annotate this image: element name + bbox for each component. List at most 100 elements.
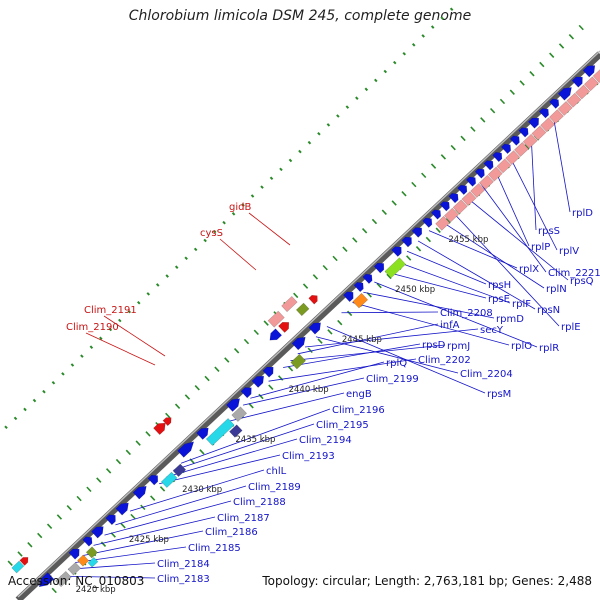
gene-red	[162, 417, 172, 427]
gene-pink	[435, 215, 451, 231]
track-tick	[386, 273, 392, 280]
ring-dot	[355, 96, 359, 100]
track-tick	[480, 117, 486, 123]
gene-label: Clim_2221	[548, 268, 600, 279]
gene-pink	[461, 191, 477, 207]
track-tick	[391, 200, 397, 206]
leader-line	[385, 271, 487, 299]
track-tick	[401, 191, 407, 197]
gene-label: rplF	[512, 299, 531, 310]
ring-dot	[307, 140, 312, 145]
leader-line	[173, 423, 315, 471]
gene-pink	[557, 100, 573, 116]
ring-dot	[13, 416, 18, 421]
gene-label: rplO	[511, 341, 532, 352]
gene-blue	[465, 176, 476, 187]
gene-blue	[391, 246, 402, 257]
track-tick	[135, 440, 141, 446]
gene-pink	[584, 76, 599, 92]
track-tick	[199, 449, 205, 455]
leader-line	[166, 438, 298, 478]
gene-pink	[443, 207, 459, 223]
track-tick	[37, 532, 43, 539]
kbp-label: 2430 kbp	[182, 485, 222, 495]
ring-dot	[298, 149, 302, 154]
gene-blue	[353, 281, 364, 293]
gene-red	[19, 557, 29, 566]
track-tick	[489, 107, 496, 114]
ring-dot	[61, 372, 65, 376]
gene-label: rpsS	[538, 226, 560, 237]
track-tick	[27, 542, 33, 548]
gene-cyan	[11, 560, 25, 574]
ring-dot	[222, 220, 226, 225]
gene-blue	[430, 209, 441, 220]
gene-red	[278, 321, 290, 333]
ring-dot	[393, 60, 397, 65]
gene-pink	[592, 68, 600, 83]
leader-line	[250, 361, 385, 399]
gene-pink	[470, 183, 486, 198]
gene-blue	[82, 536, 93, 547]
leader-line	[508, 155, 558, 251]
gene-blue	[557, 87, 572, 101]
track-tick	[519, 80, 525, 86]
gene-cyan	[205, 418, 235, 446]
map-title: Chlorobium limicola DSM 245, complete ge…	[128, 8, 472, 24]
gene-pink	[496, 158, 512, 174]
gene-label: infA	[440, 320, 460, 331]
track-tick	[307, 347, 313, 354]
gene-blue	[262, 366, 274, 378]
gene-cyan	[160, 471, 178, 488]
ring-dot	[155, 283, 160, 287]
track-tick	[130, 513, 136, 520]
accession-text: Accession: NC_010803	[8, 574, 145, 588]
gene-label: rpmD	[496, 314, 524, 325]
leader-line	[304, 328, 479, 348]
ring-dot	[440, 16, 444, 20]
ring-dot	[402, 51, 406, 56]
leader-line	[326, 326, 486, 394]
track-tick	[115, 458, 122, 465]
track-tick	[293, 292, 299, 299]
ring-dot	[260, 185, 264, 189]
gene-blue	[501, 143, 511, 154]
ring-dot	[146, 292, 151, 296]
gene-green	[384, 257, 406, 279]
ring-dot	[336, 114, 340, 118]
leader-line	[103, 315, 166, 357]
track-tick	[96, 477, 102, 483]
ring-dot	[269, 176, 274, 181]
gene-blue	[91, 526, 104, 539]
gene-gray	[67, 562, 82, 576]
ring-dot	[411, 43, 416, 47]
gene-label-red: cysS	[200, 228, 223, 239]
leader-line	[248, 212, 291, 246]
gene-orange	[352, 292, 369, 309]
kbp-label: 2450 kbp	[395, 285, 435, 295]
track-tick	[258, 393, 264, 400]
track-tick	[381, 209, 387, 215]
kbp-labels: 2420 kbp 2425 kbp 2430 kbp 2435 kbp 2440 kbp…	[76, 235, 489, 595]
ring-dot	[421, 34, 425, 38]
leader-line	[315, 336, 459, 374]
gene-blue	[308, 322, 321, 335]
track-tick	[120, 523, 126, 529]
track-tick	[165, 412, 171, 419]
gene-pink	[566, 92, 582, 108]
gene-slate	[172, 463, 187, 477]
gene-blue	[401, 236, 412, 248]
gene-blue	[492, 151, 503, 163]
track-tick	[421, 172, 427, 179]
gene-blue	[483, 160, 494, 171]
track-tick	[110, 532, 116, 538]
gene-label-red: Clim_2191	[84, 305, 137, 316]
leader-line	[494, 168, 530, 247]
gene-pink	[549, 109, 564, 125]
ring-dot	[42, 389, 46, 394]
track-tick	[224, 357, 230, 363]
track-tick	[415, 245, 422, 252]
gene-label: Clim_2204	[460, 369, 513, 380]
leader-line	[352, 302, 510, 346]
track-tick	[56, 514, 63, 520]
